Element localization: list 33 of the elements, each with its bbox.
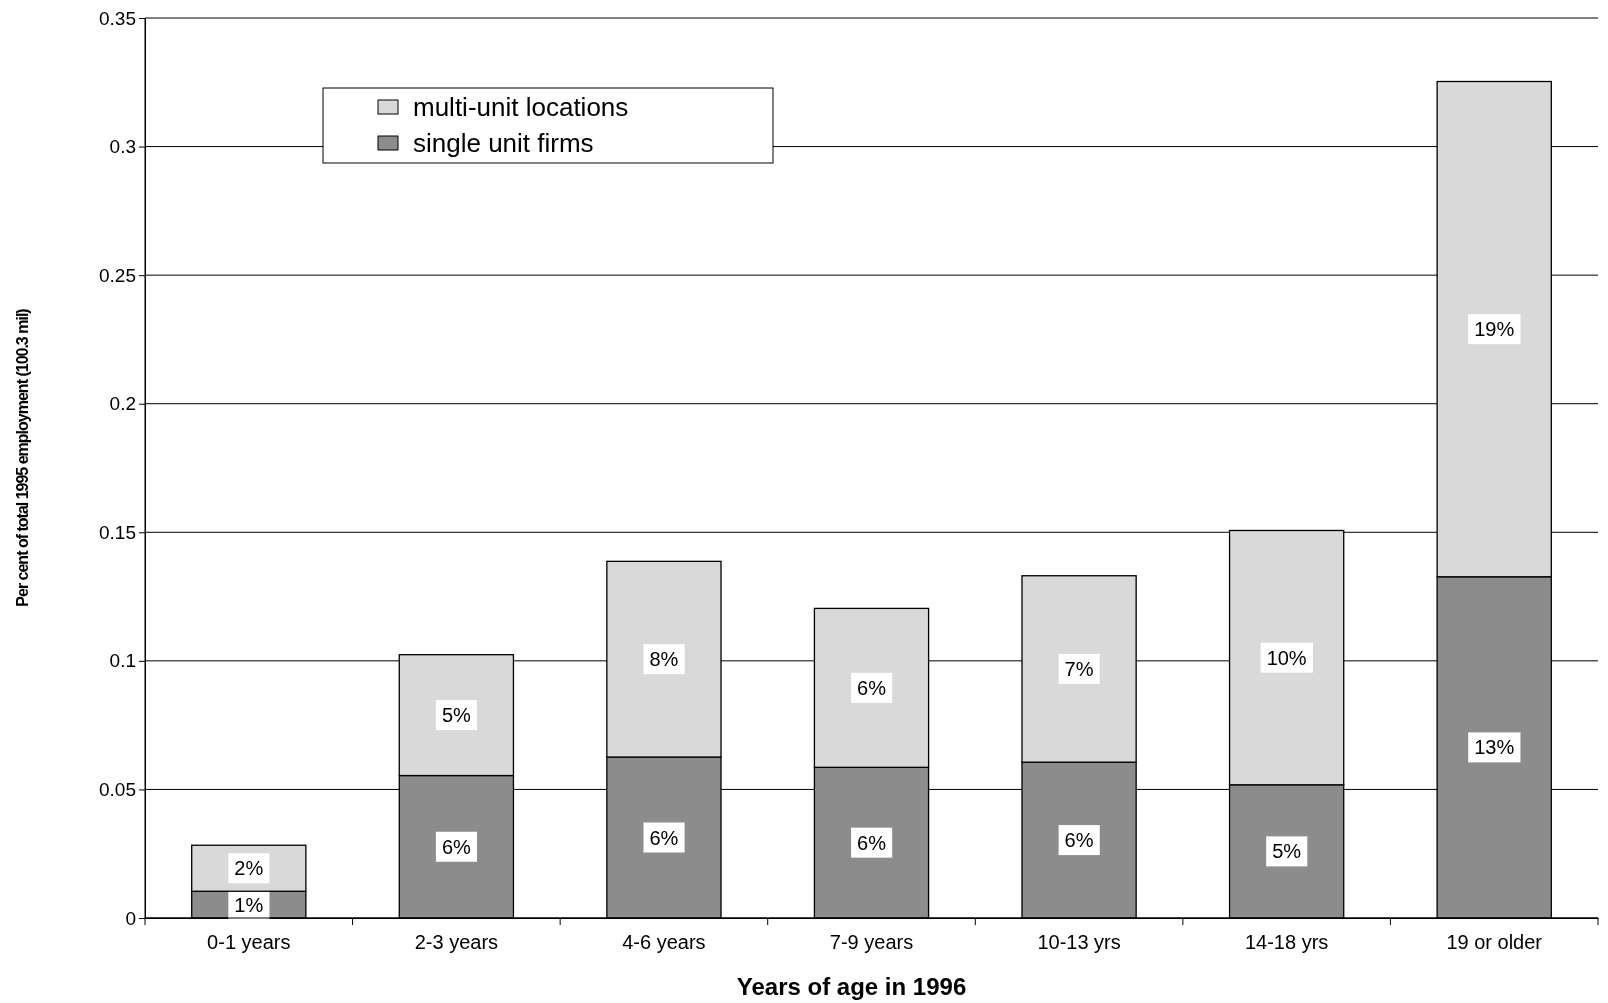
- data-label: 5%: [441, 704, 472, 727]
- data-label: 7%: [1064, 657, 1094, 680]
- x-tick-label: 4-6 years: [622, 931, 706, 953]
- x-axis-title: Years of age in 1996: [736, 973, 967, 1000]
- x-tick-label: 0-1 years: [207, 931, 291, 953]
- data-label: 1%: [234, 893, 264, 916]
- x-tick-label: 14-18 yrs: [1244, 931, 1329, 953]
- data-label: 8%: [649, 648, 679, 671]
- data-label: 10%: [1266, 646, 1307, 669]
- x-tick-label: 7-9 years: [829, 931, 914, 953]
- data-label: 2%: [234, 857, 264, 880]
- legend-label: multi-unit locations: [413, 92, 629, 122]
- data-label: 5%: [1272, 840, 1302, 863]
- data-label: 13%: [1474, 736, 1515, 759]
- data-label: 6%: [441, 835, 472, 858]
- y-tick-label: 0.05: [99, 779, 136, 801]
- y-tick-label: 0.2: [109, 393, 136, 415]
- y-tick-label: 0.1: [109, 650, 136, 672]
- data-label: 6%: [649, 826, 679, 849]
- data-label: 19%: [1474, 318, 1515, 341]
- data-label: 6%: [1064, 829, 1094, 852]
- y-tick-label: 0.3: [109, 136, 136, 158]
- data-label: 6%: [857, 831, 887, 854]
- y-tick-label: 0.15: [99, 521, 136, 543]
- y-axis-title: Per cent of total 1995 employment (100.3 mil): [14, 308, 31, 607]
- y-tick-label: 0.35: [99, 7, 136, 29]
- data-label: 6%: [857, 676, 887, 699]
- y-tick-label: 0.25: [99, 264, 136, 286]
- x-tick-label: 10-13 yrs: [1037, 931, 1121, 953]
- x-tick-label: 19 or older: [1446, 931, 1543, 953]
- y-tick-label: 0: [125, 907, 136, 929]
- x-tick-label: 2-3 years: [414, 931, 499, 953]
- legend-label: single unit firms: [413, 128, 594, 158]
